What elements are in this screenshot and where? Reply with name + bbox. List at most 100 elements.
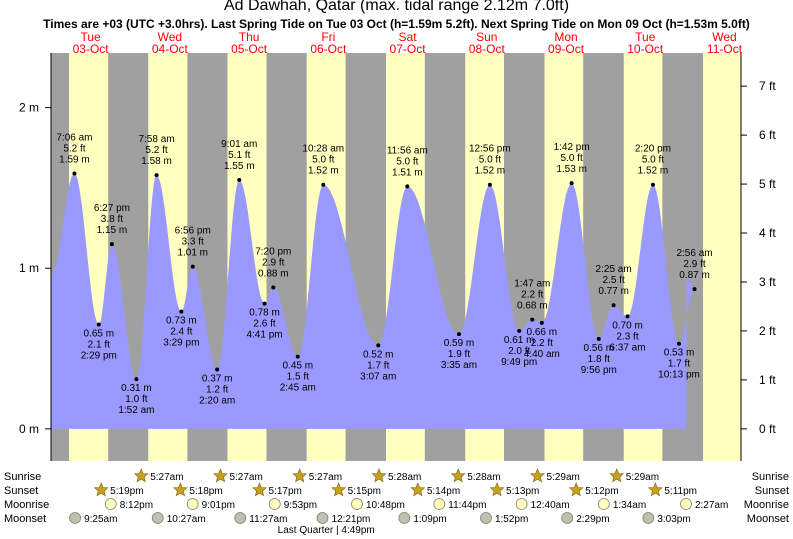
tide-label: 1.55 m [224,161,255,172]
tide-label: 0.66 m [527,327,558,338]
tide-label: 3:29 pm [163,338,199,349]
sunset-icon [252,482,267,497]
tide-point [596,336,601,341]
day-date-label: 06-Oct [310,42,347,56]
moonset-icon [480,512,492,524]
tide-point [154,173,159,178]
tide-point [539,320,544,325]
day-date-label: 08-Oct [469,42,506,56]
sunrise-icon [292,468,308,483]
tide-label: 2:56 am [676,248,712,259]
tide-label: 1:42 pm [554,142,590,153]
tide-point [517,328,522,333]
moonset-icon [151,512,164,524]
tide-label: 1.7 ft [367,360,389,371]
tide-label: 5.0 ft [312,155,334,166]
y-tick-label-ft: 4 ft [759,226,776,240]
tide-label: 4:40 am [524,349,560,360]
sunrise-row-label: Sunrise [4,471,41,483]
tide-label: 3:35 am [441,360,477,371]
moonset-time: 3:03pm [657,514,690,525]
day-name-label: Sat [399,30,418,44]
moonrise-icon [680,498,692,510]
day-name-label: Mon [554,30,577,44]
tide-label: 2.6 ft [253,319,275,330]
moon-phase-label: Last Quarter | 4:49pm [278,525,375,536]
tide-point [109,242,114,247]
moonset-icon [234,512,247,524]
tide-label: 1.7 ft [668,359,690,370]
tide-label: 1.51 m [392,167,423,178]
sunset-icon [93,482,109,497]
tide-label: 5.2 ft [145,145,167,156]
tide-label: 5.0 ft [642,155,664,166]
moonset-time: 10:27am [167,514,206,525]
tide-label: 1.0 ft [125,394,147,405]
chart-subtitle: Times are +03 (UTC +3.0hrs). Last Spring… [43,17,750,31]
tide-label: 2:29 pm [81,350,117,361]
tide-label: 0.68 m [517,301,548,312]
tide-point [271,285,276,290]
sunset-icon [331,482,347,497]
tide-label: 10:28 am [302,144,344,155]
sunset-time: 5:11pm [664,486,697,497]
tide-label: 2:45 am [280,383,316,394]
moonset-icon [642,512,655,524]
tide-label: 1.53 m [556,164,587,175]
tide-area [51,173,695,429]
tide-point [321,182,326,187]
tide-point [625,314,630,319]
tide-label: 0.88 m [258,269,289,280]
tide-label: 3.3 ft [182,237,204,248]
sunrise-time: 5:28am [388,472,421,483]
tide-label: 7:06 am [56,132,92,143]
tide-point [569,181,574,186]
moonset-row-label: Moonset [747,513,789,525]
moonrise-icon [515,498,528,510]
y-tick-label-ft: 0 ft [759,422,776,436]
tide-point [237,177,242,182]
y-tick-label-ft: 7 ft [759,79,776,93]
moonrise-icon [433,498,446,510]
y-tick-label-ft: 6 ft [759,128,776,142]
moonset-row-label: Moonset [4,513,46,525]
tide-label: 2.9 ft [683,259,705,270]
moonrise-icon [186,498,199,510]
tide-point [179,309,184,314]
tide-label: 11:56 am [387,145,428,156]
tide-point [190,264,195,269]
sunset-time: 5:15pm [348,486,381,497]
tide-point [676,341,681,346]
tide-label: 10:13 pm [658,370,700,381]
tide-label: 2.1 ft [88,339,110,350]
tide-label: 12:56 pm [469,144,511,155]
tide-label: 5.1 ft [228,150,250,161]
moonrise-time: 9:53pm [284,500,317,511]
moonset-time: 11:27am [249,514,287,525]
sunrise-time: 5:28am [467,472,500,483]
tide-label: 0.73 m [166,316,197,327]
moonset-icon [398,512,411,524]
tide-label: 0.59 m [444,338,475,349]
tide-label: 0.31 m [121,383,152,394]
tide-label: 2.9 ft [262,258,284,269]
sunset-time: 5:13pm [506,486,539,497]
sunrise-time: 5:27am [229,472,262,483]
tide-point [611,303,616,308]
tide-label: 6:27 pm [94,203,130,214]
sunrise-icon [530,468,545,483]
y-tick-label-ft: 1 ft [759,373,776,387]
day-name-label: Sun [476,30,497,44]
tide-label: 0.70 m [612,320,643,331]
moonrise-time: 1:34am [613,500,646,511]
sunrise-time: 5:27am [309,472,342,483]
moonset-time: 1:09pm [413,514,446,525]
sunrise-time: 5:27am [150,472,183,483]
moonrise-icon [104,498,117,510]
tide-point [295,354,300,359]
moonrise-time: 11:44pm [448,500,486,511]
tide-point [215,367,220,372]
moonrise-time: 12:40am [531,500,570,511]
sunset-time: 5:17pm [269,486,302,497]
y-tick-label-ft: 2 ft [759,324,776,338]
